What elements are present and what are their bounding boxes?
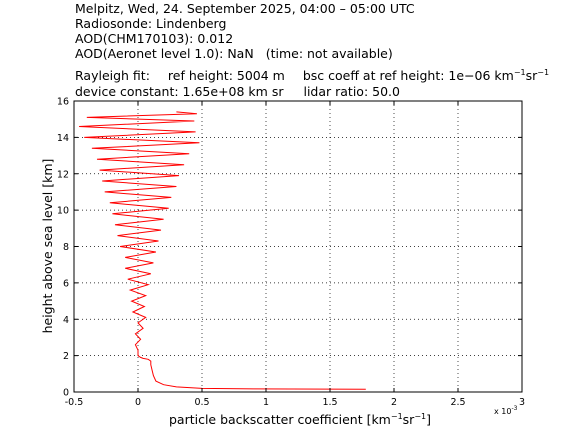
device-constant-line: device constant: 1.65e+08 km sr lidar rat… [75,84,400,99]
aod-chm-line: AOD(CHM170103): 0.012 [75,31,234,46]
y-tick-label: 8 [63,242,69,253]
aod-aeronet-value: AOD(Aeronet level 1.0): NaN [75,46,254,61]
x-tick-label: -0.5 [65,397,84,408]
ref-height: ref height: 5004 m [167,68,285,83]
y-tick-label: 0 [63,388,69,399]
x-tick-label: 0 [135,397,141,408]
y-tick-label: 2 [63,351,69,362]
y-tick-label: 10 [57,206,69,217]
series-line [79,111,366,390]
y-axis-ticks: 0 2 4 6 8 10 12 14 16 [57,97,522,399]
y-tick-label: 6 [63,278,69,289]
aod-aeronet-line: AOD(Aeronet level 1.0): NaN (time: not av… [75,46,393,61]
y-tick-label: 14 [57,133,69,144]
y-tick-label: 12 [57,169,69,180]
x-tick-label: 2 [391,397,397,408]
y-tick-label: 4 [63,315,69,326]
y-axis-label: height above sea level [km] [40,159,55,334]
x-tick-label: 0.5 [194,397,209,408]
y-tick-label: 16 [57,97,69,108]
bsc-coeff: bsc coeff at ref height: 1e−06 km−1sr−1 [302,68,550,83]
x-tick-label: 3 [519,397,525,408]
aod-aeronet-time: (time: not available) [265,46,393,61]
radiosonde-line: Radiosonde: Lindenberg [75,16,227,31]
x-axis-ticks: -0.5 0 0.5 1 1.5 2 2.5 3 [65,101,525,408]
rayleigh-fit-label: Rayleigh fit: [75,68,150,83]
x-tick-label: 1.5 [322,397,337,408]
rayleigh-fit-line: Rayleigh fit: ref height: 5004 m bsc coeff… [75,68,549,83]
title-line-location-time: Melpitz, Wed, 24. September 2025, 04:00 … [75,1,415,16]
lidar-ratio: lidar ratio: 50.0 [303,84,400,99]
x-axis-label: particle backscatter coefficient [km−1sr… [169,412,431,427]
x-multiplier: x 10-3 [494,405,518,416]
x-tick-label: 1 [263,397,269,408]
grid [74,101,522,392]
x-tick-label: 2.5 [450,397,465,408]
device-constant: device constant: 1.65e+08 km sr [75,84,284,99]
